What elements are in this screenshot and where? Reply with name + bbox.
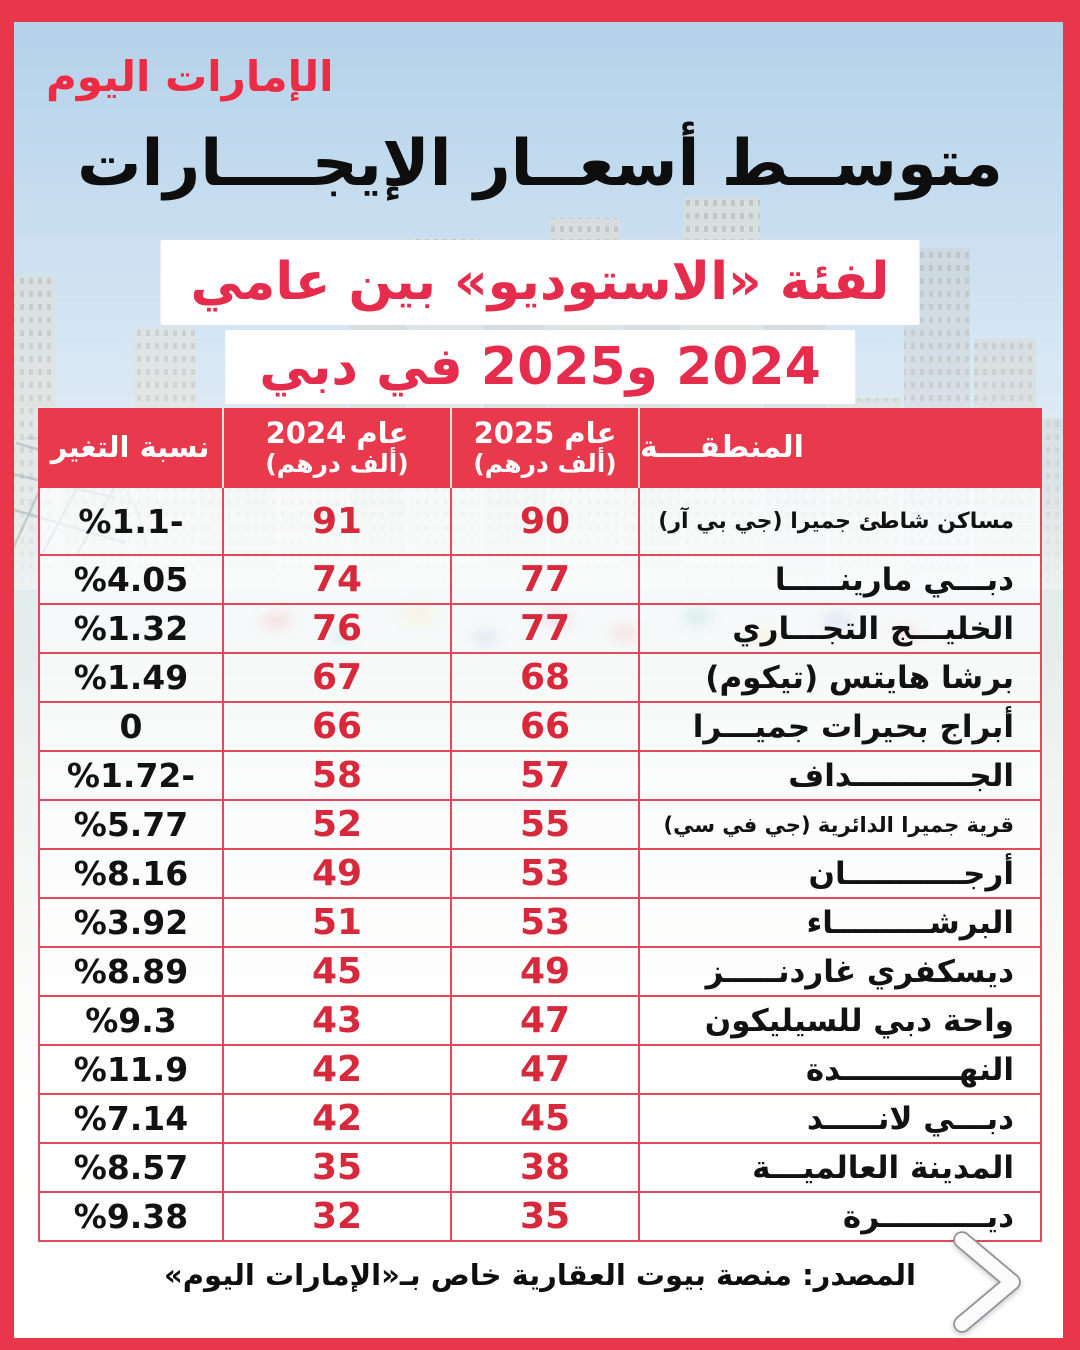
region-name: الخليـــج التجـــاري [732, 610, 1014, 647]
source-note: المصدر: منصة بيوت العقارية خاص بـ«الإمار… [164, 1258, 916, 1292]
col-header-2025-unit: (ألف درهم) [473, 449, 617, 479]
region-name: المدينة العالميـــة [752, 1149, 1014, 1186]
value-2025: 35 [452, 1193, 640, 1240]
region-name: أرجـــــــــــان [808, 855, 1014, 892]
change-value: 0 [40, 703, 224, 750]
region-name: مساكن شاطئ جميرا (جي بي آر) [658, 508, 1014, 534]
brand-logo: الإمارات اليوم [46, 52, 335, 101]
value-2025: 38 [452, 1144, 640, 1191]
chevron-right-icon[interactable] [938, 1228, 1048, 1336]
col-header-2025: عام 2025 (ألف درهم) [452, 408, 640, 488]
value-2025: 57 [452, 752, 640, 799]
value-2024: 42 [224, 1095, 452, 1142]
value-2024: 43 [224, 997, 452, 1044]
col-header-2024: عام 2024 (ألف درهم) [224, 408, 452, 488]
value-2024: 74 [224, 556, 452, 603]
title-years-box: 2024 و2025 في دبي [225, 330, 855, 405]
value-2025: 68 [452, 654, 640, 701]
region-name: أبراج بحيرات جميـــرا [692, 708, 1014, 745]
col-header-change: نسبة التغير [38, 408, 224, 488]
table-row: %9.38 32 35 ديــــــــــرة [40, 1193, 1040, 1242]
value-2024: 66 [224, 703, 452, 750]
change-value: %9.38 [40, 1193, 224, 1240]
value-2024: 52 [224, 801, 452, 848]
change-value: %8.57 [40, 1144, 224, 1191]
table-row: %5.77 52 55 قرية جميرا الدائرية (جي في سي) [40, 801, 1040, 850]
table-body: %1.1- 91 90 مساكن شاطئ جميرا (جي بي آر) %4.0… [38, 488, 1042, 1242]
region-name: البرشـــــــــاء [806, 904, 1014, 941]
table-row: %9.3 43 47 واحة دبي للسيليكون [40, 997, 1040, 1046]
table-row: %3.92 51 53 البرشـــــــــاء [40, 899, 1040, 948]
region-name: قرية جميرا الدائرية (جي في سي) [663, 812, 1015, 837]
table-row: %1.49 67 68 برشا هايتس (تيكوم) [40, 654, 1040, 703]
value-2024: 58 [224, 752, 452, 799]
table-row: %1.32 76 77 الخليـــج التجـــاري [40, 605, 1040, 654]
value-2025: 77 [452, 556, 640, 603]
change-value: %7.14 [40, 1095, 224, 1142]
region-name: دبـــي مارينـــــا [774, 561, 1014, 598]
value-2024: 35 [224, 1144, 452, 1191]
change-value: %8.89 [40, 948, 224, 995]
table-row: %8.57 35 38 المدينة العالميـــة [40, 1144, 1040, 1193]
region-name: ديسكفري غاردنـــــز [705, 953, 1014, 990]
value-2025: 47 [452, 1046, 640, 1093]
value-2025: 90 [452, 488, 640, 554]
value-2025: 49 [452, 948, 640, 995]
value-2024: 49 [224, 850, 452, 897]
region-name: النهـــــــــــدة [805, 1051, 1014, 1088]
table-row: %8.89 45 49 ديسكفري غاردنـــــز [40, 948, 1040, 997]
col-header-region: المنطقــــة [640, 429, 804, 465]
rent-table: نسبة التغير عام 2024 (ألف درهم) عام 2025… [38, 408, 1042, 1242]
value-2025: 66 [452, 703, 640, 750]
region-name: دبـــي لانـــــد [806, 1100, 1014, 1137]
table-row: %1.1- 91 90 مساكن شاطئ جميرا (جي بي آر) [40, 488, 1040, 556]
title-years: 2024 و2025 في دبي [259, 337, 821, 397]
table-row: %1.72- 58 57 الجـــــــــــداف [40, 752, 1040, 801]
change-value: %1.49 [40, 654, 224, 701]
col-header-2024-year: عام 2024 [265, 415, 409, 450]
change-value: %11.9 [40, 1046, 224, 1093]
change-value: %8.16 [40, 850, 224, 897]
value-2024: 51 [224, 899, 452, 946]
value-2024: 91 [224, 488, 452, 554]
value-2025: 53 [452, 850, 640, 897]
col-header-2024-unit: (ألف درهم) [265, 449, 409, 479]
change-value: %1.1- [40, 488, 224, 554]
value-2024: 45 [224, 948, 452, 995]
title-subtitle-box: لفئة «الاستوديو» بين عامي [160, 240, 920, 325]
change-value: %1.72- [40, 752, 224, 799]
change-value: %9.3 [40, 997, 224, 1044]
value-2024: 67 [224, 654, 452, 701]
value-2025: 47 [452, 997, 640, 1044]
region-name: واحة دبي للسيليكون [704, 1002, 1014, 1039]
page-title: متوســط أسعــار الإيجــــارات [77, 127, 1003, 201]
change-value: %4.05 [40, 556, 224, 603]
value-2025: 53 [452, 899, 640, 946]
value-2025: 77 [452, 605, 640, 652]
table-row: %4.05 74 77 دبـــي مارينـــــا [40, 556, 1040, 605]
table-row: 0 66 66 أبراج بحيرات جميـــرا [40, 703, 1040, 752]
change-value: %1.32 [40, 605, 224, 652]
value-2024: 32 [224, 1193, 452, 1240]
value-2024: 42 [224, 1046, 452, 1093]
title-subtitle: لفئة «الاستوديو» بين عامي [190, 252, 890, 312]
table-header-row: نسبة التغير عام 2024 (ألف درهم) عام 2025… [38, 408, 1042, 488]
value-2025: 55 [452, 801, 640, 848]
table-row: %7.14 42 45 دبـــي لانـــــد [40, 1095, 1040, 1144]
table-row: %8.16 49 53 أرجـــــــــــان [40, 850, 1040, 899]
region-name: الجـــــــــــداف [788, 757, 1014, 794]
region-name: برشا هايتس (تيكوم) [705, 659, 1014, 696]
col-header-2025-year: عام 2025 [473, 415, 617, 450]
change-value: %3.92 [40, 899, 224, 946]
change-value: %5.77 [40, 801, 224, 848]
region-name: ديــــــــــرة [842, 1198, 1014, 1235]
value-2024: 76 [224, 605, 452, 652]
value-2025: 45 [452, 1095, 640, 1142]
table-row: %11.9 42 47 النهـــــــــــدة [40, 1046, 1040, 1095]
